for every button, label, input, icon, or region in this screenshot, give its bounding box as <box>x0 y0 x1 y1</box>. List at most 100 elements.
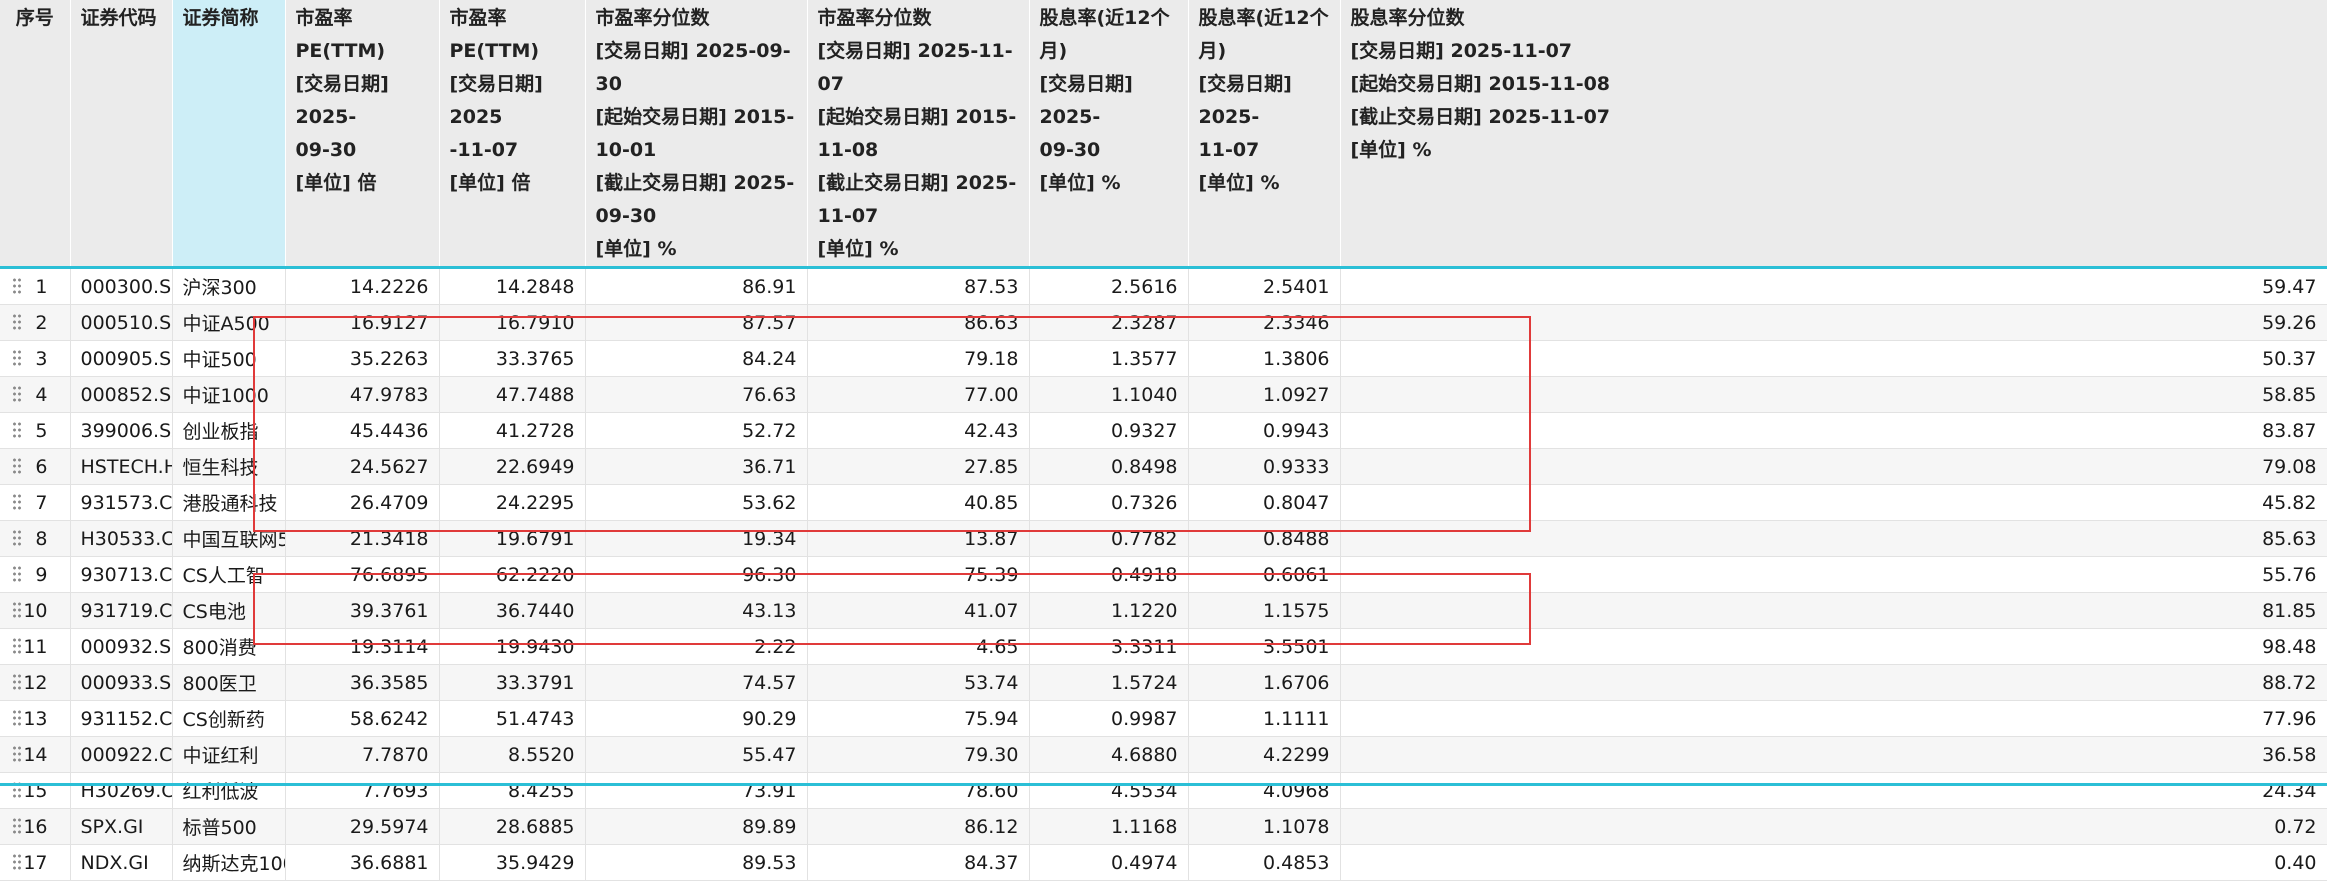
cell-dy-1107[interactable]: 1.1575 <box>1188 592 1341 629</box>
cell-name[interactable]: 恒生科技 <box>172 448 286 485</box>
cell-pe-1107[interactable]: 19.9430 <box>439 628 586 665</box>
col-header-name[interactable]: 证券简称 <box>172 0 286 268</box>
cell-pe-0930[interactable]: 19.3114 <box>285 628 440 665</box>
cell-pe-pct-1107[interactable]: 41.07 <box>807 592 1030 629</box>
cell-dy-pct-1107[interactable]: 83.87 <box>1340 412 2327 449</box>
drag-handle-icon[interactable] <box>12 817 22 835</box>
table-row[interactable]: 9 930713.CSICS人工智76.689562.222096.3075.39… <box>0 556 2327 593</box>
table-row[interactable]: 12 000933.SH800医卫36.358533.379174.5753.74… <box>0 664 2327 701</box>
drag-handle-icon[interactable] <box>12 349 22 367</box>
cell-code[interactable]: 000300.SH <box>70 267 173 305</box>
cell-dy-0930[interactable]: 0.8498 <box>1029 448 1189 485</box>
cell-code[interactable]: NDX.GI <box>70 844 173 881</box>
cell-dy-0930[interactable]: 1.5724 <box>1029 664 1189 701</box>
drag-handle-icon[interactable] <box>12 493 22 511</box>
col-header-dy-0930[interactable]: 股息率(近12个月) [交易日期] 2025- 09-30 [单位] % <box>1029 0 1189 268</box>
cell-pe-1107[interactable]: 47.7488 <box>439 376 586 413</box>
cell-dy-1107[interactable]: 1.1111 <box>1188 700 1341 737</box>
cell-index[interactable]: 14 <box>0 736 71 773</box>
cell-pe-0930[interactable]: 36.6881 <box>285 844 440 881</box>
cell-dy-0930[interactable]: 0.4918 <box>1029 556 1189 593</box>
cell-pe-pct-1107[interactable]: 75.39 <box>807 556 1030 593</box>
table-row[interactable]: 17 NDX.GI 纳斯达克100 36.6881 35.9429 89.53 84.37 0… <box>0 844 2327 881</box>
cell-pe-0930[interactable]: 14.2226 <box>285 267 440 305</box>
table-row[interactable]: 1000300.SH沪深30014.222614.284886.9187.532… <box>0 267 2327 305</box>
cell-pe-0930[interactable]: 7.7693 <box>285 772 440 809</box>
cell-dy-1107[interactable]: 2.3346 <box>1188 304 1341 341</box>
col-header-pe-pct-0930[interactable]: 市盈率分位数 [交易日期] 2025-09-30 [起始交易日期] 2015-1… <box>585 0 808 268</box>
cell-name[interactable]: CS人工智 <box>172 556 286 593</box>
cell-index[interactable]: 4 <box>0 376 71 413</box>
table-row[interactable]: 7 931573.CSI港股通科技26.470924.229553.6240.85… <box>0 484 2327 521</box>
cell-pe-0930[interactable]: 21.3418 <box>285 520 440 557</box>
table-row[interactable]: 15H30269.CSI红利低波7.76938.425573.9178.604.… <box>0 772 2327 809</box>
cell-pe-1107[interactable]: 33.3791 <box>439 664 586 701</box>
col-header-code[interactable]: 证券代码 <box>70 0 173 268</box>
cell-pe-pct-1107[interactable]: 4.65 <box>807 628 1030 665</box>
cell-dy-pct-1107[interactable]: 59.26 <box>1340 304 2327 341</box>
table-row[interactable]: 3000905.SH中证50035.226333.376584.2479.181… <box>0 340 2327 377</box>
cell-dy-1107[interactable]: 1.1078 <box>1188 808 1341 845</box>
cell-pe-pct-0930[interactable]: 87.57 <box>585 304 808 341</box>
cell-pe-pct-0930[interactable]: 84.24 <box>585 340 808 377</box>
cell-pe-pct-0930[interactable]: 96.30 <box>585 556 808 593</box>
drag-handle-icon[interactable] <box>12 457 22 475</box>
table-row[interactable]: 14000922.CSI中证红利7.78708.552055.4779.304.… <box>0 736 2327 773</box>
cell-pe-1107[interactable]: 28.6885 <box>439 808 586 845</box>
cell-name[interactable]: 沪深300 <box>172 267 286 305</box>
cell-code[interactable]: 399006.SZ <box>70 412 173 449</box>
cell-pe-pct-1107[interactable]: 86.12 <box>807 808 1030 845</box>
cell-dy-1107[interactable]: 3.5501 <box>1188 628 1341 665</box>
cell-pe-pct-1107[interactable]: 79.30 <box>807 736 1030 773</box>
cell-dy-0930[interactable]: 4.6880 <box>1029 736 1189 773</box>
cell-dy-0930[interactable]: 1.3577 <box>1029 340 1189 377</box>
cell-pe-pct-1107[interactable]: 78.60 <box>807 772 1030 809</box>
cell-dy-pct-1107[interactable]: 55.76 <box>1340 556 2327 593</box>
table-row[interactable]: 6HSTECH.HI恒生科技24.562722.694936.7127.850.… <box>0 448 2327 485</box>
cell-pe-pct-1107[interactable]: 42.43 <box>807 412 1030 449</box>
table-row[interactable]: 4 000852.SH中证100047.978347.748876.6377.00… <box>0 376 2327 413</box>
drag-handle-icon[interactable] <box>12 313 22 331</box>
cell-dy-pct-1107[interactable]: 36.58 <box>1340 736 2327 773</box>
cell-pe-pct-0930[interactable]: 53.62 <box>585 484 808 521</box>
cell-dy-pct-1107[interactable]: 81.85 <box>1340 592 2327 629</box>
cell-dy-0930[interactable]: 0.4974 <box>1029 844 1189 881</box>
cell-name[interactable]: 中证红利 <box>172 736 286 773</box>
cell-dy-pct-1107[interactable]: 24.34 <box>1340 772 2327 809</box>
cell-pe-pct-0930[interactable]: 19.34 <box>585 520 808 557</box>
cell-dy-pct-1107[interactable]: 79.08 <box>1340 448 2327 485</box>
cell-pe-pct-0930[interactable]: 52.72 <box>585 412 808 449</box>
cell-code[interactable]: 000510.SH <box>70 304 173 341</box>
cell-dy-pct-1107[interactable]: 88.72 <box>1340 664 2327 701</box>
cell-pe-pct-1107[interactable]: 27.85 <box>807 448 1030 485</box>
cell-pe-pct-0930[interactable]: 43.13 <box>585 592 808 629</box>
cell-pe-0930[interactable]: 24.5627 <box>285 448 440 485</box>
cell-pe-pct-0930[interactable]: 89.53 <box>585 844 808 881</box>
cell-name[interactable]: 创业板指 <box>172 412 286 449</box>
cell-dy-pct-1107[interactable]: 77.96 <box>1340 700 2327 737</box>
cell-pe-0930[interactable]: 29.5974 <box>285 808 440 845</box>
drag-handle-icon[interactable] <box>12 565 22 583</box>
cell-dy-1107[interactable]: 0.6061 <box>1188 556 1341 593</box>
cell-pe-pct-1107[interactable]: 87.53 <box>807 267 1030 305</box>
cell-pe-0930[interactable]: 76.6895 <box>285 556 440 593</box>
cell-dy-0930[interactable]: 0.9987 <box>1029 700 1189 737</box>
cell-pe-pct-1107[interactable]: 84.37 <box>807 844 1030 881</box>
table-row[interactable]: 11000932.SH800消费19.311419.94302.224.653.… <box>0 628 2327 665</box>
cell-name[interactable]: 800消费 <box>172 628 286 665</box>
cell-name[interactable]: 标普500 <box>172 808 286 845</box>
cell-dy-1107[interactable]: 4.0968 <box>1188 772 1341 809</box>
cell-pe-pct-1107[interactable]: 77.00 <box>807 376 1030 413</box>
cell-dy-pct-1107[interactable]: 59.47 <box>1340 267 2327 305</box>
cell-pe-1107[interactable]: 33.3765 <box>439 340 586 377</box>
cell-pe-1107[interactable]: 35.9429 <box>439 844 586 881</box>
cell-code[interactable]: 000852.SH <box>70 376 173 413</box>
cell-pe-0930[interactable]: 45.4436 <box>285 412 440 449</box>
cell-name[interactable]: 中证500 <box>172 340 286 377</box>
col-header-pe-1107[interactable]: 市盈率PE(TTM) [交易日期] 2025 -11-07 [单位] 倍 <box>439 0 586 268</box>
cell-dy-1107[interactable]: 0.8488 <box>1188 520 1341 557</box>
cell-dy-1107[interactable]: 0.9943 <box>1188 412 1341 449</box>
cell-pe-pct-1107[interactable]: 86.63 <box>807 304 1030 341</box>
cell-pe-pct-1107[interactable]: 53.74 <box>807 664 1030 701</box>
cell-pe-0930[interactable]: 47.9783 <box>285 376 440 413</box>
